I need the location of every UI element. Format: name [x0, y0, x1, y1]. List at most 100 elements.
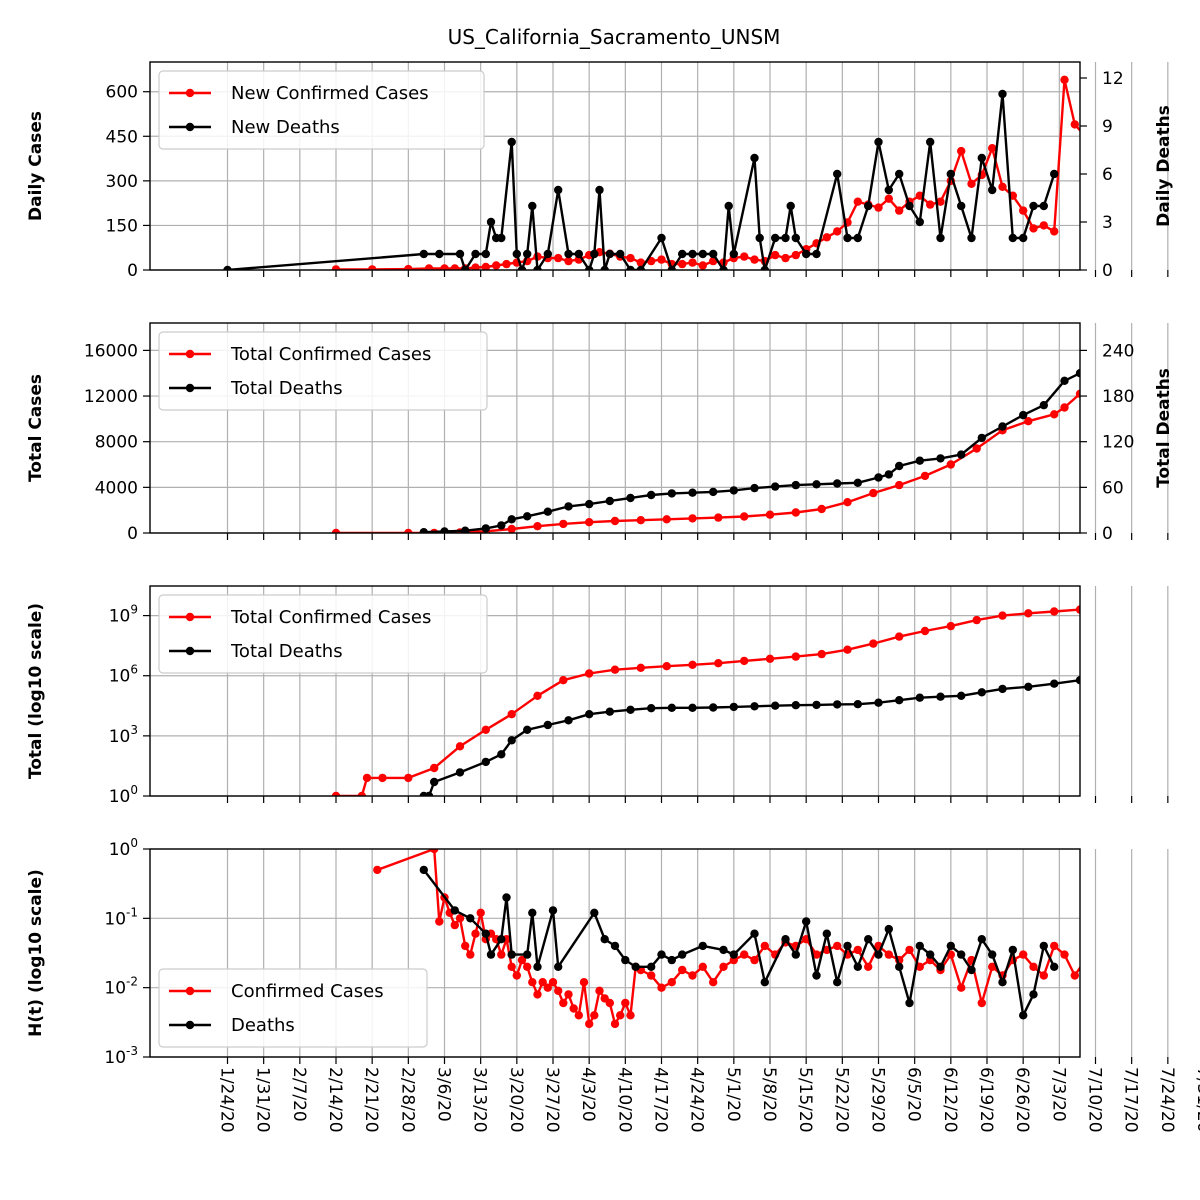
data-point	[895, 461, 904, 471]
y-right-tick-label: 0	[1102, 524, 1113, 544]
data-point	[595, 185, 604, 195]
y-tick-label: 8000	[95, 433, 138, 453]
legend-box	[158, 331, 488, 411]
data-point	[450, 264, 459, 270]
data-point	[605, 249, 614, 259]
data-point	[481, 929, 490, 938]
data-point	[817, 649, 826, 659]
data-point	[523, 950, 532, 959]
data-point	[378, 773, 387, 783]
data-point	[719, 265, 728, 270]
data-point	[600, 935, 609, 944]
data-point	[1060, 75, 1069, 85]
x-tick-label: 6/12/20	[940, 1067, 960, 1133]
data-point	[585, 710, 594, 719]
data-point	[740, 512, 749, 521]
data-point	[688, 488, 697, 497]
data-point	[802, 917, 811, 926]
data-point	[1107, 362, 1115, 370]
data-point	[1050, 679, 1059, 688]
data-point	[771, 701, 780, 710]
data-point	[626, 265, 635, 270]
data-point	[636, 663, 645, 672]
data-point	[1029, 224, 1038, 233]
legend: Confirmed Cases Deaths	[158, 968, 428, 1048]
data-point	[517, 955, 527, 965]
data-point	[1143, 963, 1151, 971]
data-point	[543, 720, 552, 730]
data-point	[507, 962, 516, 971]
data-point	[884, 950, 893, 959]
data-point	[926, 137, 935, 147]
data-point	[657, 950, 666, 959]
data-point	[1050, 607, 1059, 616]
data-point	[626, 253, 635, 263]
x-tick-label: 7/31/20	[1193, 1067, 1200, 1133]
data-point	[957, 950, 966, 959]
data-point	[791, 250, 800, 260]
data-point	[585, 669, 594, 678]
legend-marker	[185, 88, 195, 98]
data-point	[698, 941, 707, 951]
x-tick-label: 6/19/20	[976, 1067, 996, 1133]
data-point	[647, 962, 656, 971]
y-tick-label: 0	[127, 261, 138, 281]
data-point	[1133, 950, 1141, 958]
data-point	[781, 935, 790, 944]
data-point	[895, 480, 904, 490]
data-point	[1102, 673, 1110, 681]
x-tick-label: 2/21/20	[361, 1067, 381, 1133]
data-point	[1024, 682, 1033, 691]
y-axis-label: H(t) (log10 scale)	[26, 869, 46, 1037]
data-point	[833, 169, 842, 179]
data-point	[729, 702, 738, 712]
legend: Total Confirmed Cases Total Deaths	[158, 594, 488, 674]
y-tick-label: 109	[109, 603, 138, 627]
y-tick-label: 450	[106, 127, 138, 147]
data-point	[517, 265, 527, 270]
data-point	[678, 965, 687, 975]
data-point	[853, 478, 862, 487]
data-point	[569, 1004, 578, 1013]
legend-marker	[185, 383, 195, 393]
data-point	[450, 920, 459, 930]
data-point	[946, 941, 955, 951]
legend-label: Total Deaths	[230, 641, 343, 662]
data-point	[466, 950, 475, 959]
data-point	[481, 757, 490, 767]
data-point	[833, 479, 842, 488]
data-point	[884, 185, 893, 195]
data-point	[1060, 376, 1069, 385]
data-point	[1153, 338, 1161, 346]
data-point	[936, 233, 945, 243]
data-point	[750, 955, 759, 965]
data-point	[528, 201, 537, 211]
data-point	[579, 978, 589, 987]
y-right-tick-label: 60	[1102, 478, 1124, 498]
data-point	[404, 264, 413, 270]
data-point	[874, 698, 883, 707]
series-line-deaths	[423, 678, 1080, 796]
data-point	[853, 962, 862, 971]
data-point	[1075, 369, 1080, 378]
data-point	[657, 233, 666, 243]
series-group	[373, 849, 1151, 1029]
data-point	[698, 249, 707, 259]
data-point	[610, 516, 620, 526]
data-point	[590, 908, 599, 917]
data-point	[977, 935, 986, 944]
data-point	[1029, 962, 1038, 971]
legend-marker	[185, 612, 195, 622]
panel-1: 0 150 300 450 600 0 3 6 9 12 Daily Cases Daily Deat…	[26, 61, 1174, 281]
data-point	[998, 684, 1007, 694]
data-point	[647, 490, 656, 500]
data-point	[616, 1011, 625, 1020]
data-point	[331, 265, 341, 270]
y-tick-label: 150	[106, 216, 138, 236]
data-point	[585, 1019, 594, 1029]
data-point	[864, 201, 873, 211]
data-point	[884, 924, 893, 934]
data-point	[895, 206, 904, 215]
data-point	[1122, 963, 1130, 971]
